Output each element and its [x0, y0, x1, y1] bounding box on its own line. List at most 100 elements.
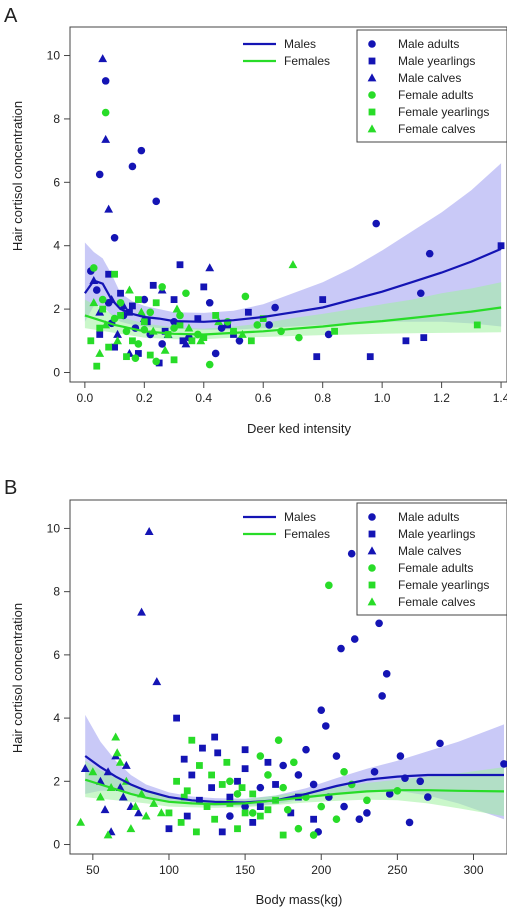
plot-frame-b	[69, 499, 507, 855]
point-female-triangle-b	[126, 824, 136, 833]
point-female-square-a	[152, 299, 160, 307]
y-tick-label-a: 6	[53, 175, 60, 189]
point-male-circle-a	[416, 289, 425, 298]
point-male-circle-b	[355, 815, 364, 824]
legend-marker-male-circle-b	[368, 513, 376, 521]
point-male-circle-a	[211, 349, 220, 358]
point-female-circle-b	[226, 777, 234, 786]
point-female-circle-a	[110, 314, 119, 323]
legend-point-label-b: Male adults	[398, 510, 459, 524]
point-male-triangle-b	[144, 527, 154, 536]
point-male-square-b	[188, 771, 196, 779]
point-male-square-b	[241, 746, 249, 754]
point-male-square-b	[287, 809, 295, 817]
point-male-triangle-a	[119, 301, 128, 310]
point-female-circle-a	[122, 327, 131, 336]
point-female-circle-a	[131, 354, 140, 363]
point-male-circle-b	[396, 752, 405, 760]
point-female-triangle-a	[160, 345, 170, 354]
point-female-triangle-b	[76, 817, 86, 826]
y-tick-label-a: 10	[47, 49, 61, 63]
x-tick-label-b: 300	[463, 863, 483, 877]
point-female-square-a	[105, 343, 113, 351]
chart-b: 50 100 150 200 250 300 0 2 4 6 8 10 Males Females Male…	[47, 502, 507, 877]
point-female-triangle-b	[103, 830, 113, 839]
point-male-circle-b	[302, 745, 310, 754]
point-female-square-a	[99, 305, 107, 313]
band-male-a	[84, 163, 502, 330]
point-male-square-a	[105, 270, 113, 278]
point-female-circle-b	[363, 796, 371, 805]
legend-point-label-a: Female yearlings	[398, 105, 489, 119]
point-male-square-b	[199, 744, 206, 752]
point-male-circle-a	[137, 146, 146, 155]
point-male-square-b	[165, 825, 173, 833]
point-female-triangle-b	[115, 757, 125, 766]
point-female-triangle-b	[88, 767, 98, 776]
point-female-square-a	[117, 312, 124, 319]
x-tick-label-a: 1.4	[493, 391, 507, 405]
legend-marker-female-triangle-b	[367, 597, 377, 606]
x-tick-label-a: 0.2	[136, 391, 153, 405]
fit-line-female-a	[84, 306, 502, 336]
point-male-triangle-b	[100, 805, 110, 814]
point-male-square-a	[111, 343, 118, 351]
y-tick-label-a: 4	[53, 239, 60, 253]
point-male-triangle-b	[80, 764, 90, 773]
point-female-triangle-a	[238, 329, 247, 338]
point-female-circle-a	[134, 340, 143, 348]
point-female-circle-b	[317, 802, 326, 811]
point-female-circle-a	[182, 289, 190, 298]
point-female-circle-b	[248, 809, 257, 817]
point-male-triangle-a	[205, 263, 215, 272]
legend-point-label-a: Female adults	[398, 88, 473, 102]
point-male-square-a	[319, 296, 327, 303]
y-tick-label-a: 2	[53, 302, 60, 316]
point-female-circle-a	[170, 324, 178, 332]
legend-marker-male-triangle-b	[367, 546, 377, 555]
point-female-square-a	[87, 337, 95, 345]
point-female-circle-b	[264, 771, 272, 779]
point-male-triangle-b	[137, 607, 146, 616]
point-female-triangle-a	[113, 336, 122, 345]
legend-marker-male-circle-a	[368, 40, 376, 48]
point-legend-box-a	[356, 29, 507, 143]
point-female-square-a	[129, 337, 136, 345]
point-female-square-b	[177, 818, 185, 826]
point-female-circle-a	[158, 283, 166, 291]
point-female-square-a	[134, 296, 142, 303]
point-female-square-b	[249, 790, 257, 798]
point-female-triangle-a	[125, 285, 134, 294]
y-tick-label-a: 0	[53, 365, 60, 379]
point-female-square-b	[256, 812, 264, 820]
point-male-square-a	[170, 296, 178, 303]
point-female-triangle-a	[172, 304, 182, 313]
point-male-circle-a	[140, 295, 149, 304]
point-female-square-a	[230, 327, 237, 335]
point-male-square-b	[218, 828, 226, 836]
point-male-square-b	[241, 765, 249, 773]
point-male-circle-a	[324, 330, 333, 339]
point-female-square-b	[192, 828, 200, 836]
point-female-circle-a	[98, 295, 107, 304]
point-female-square-a	[200, 334, 208, 342]
point-male-circle-a	[152, 197, 161, 206]
legend-point-label-a: Male yearlings	[398, 54, 475, 68]
point-male-circle-b	[226, 812, 234, 820]
legend-point-label-a: Female calves	[398, 122, 475, 136]
point-female-square-a	[111, 270, 118, 278]
point-male-circle-b	[340, 802, 348, 811]
point-female-square-b	[264, 806, 272, 814]
point-male-square-a	[366, 353, 374, 361]
point-male-square-b	[180, 755, 188, 763]
point-female-triangle-b	[156, 808, 166, 817]
point-female-square-b	[223, 758, 231, 766]
point-male-circle-b	[256, 783, 265, 792]
y-tick-label-b: 2	[53, 774, 60, 788]
y-tick-label-a: 8	[53, 112, 60, 126]
point-male-circle-b	[424, 793, 432, 801]
point-female-circle-a	[241, 292, 250, 301]
y-tick-label-b: 6	[53, 648, 60, 662]
point-male-circle-b	[500, 760, 507, 768]
